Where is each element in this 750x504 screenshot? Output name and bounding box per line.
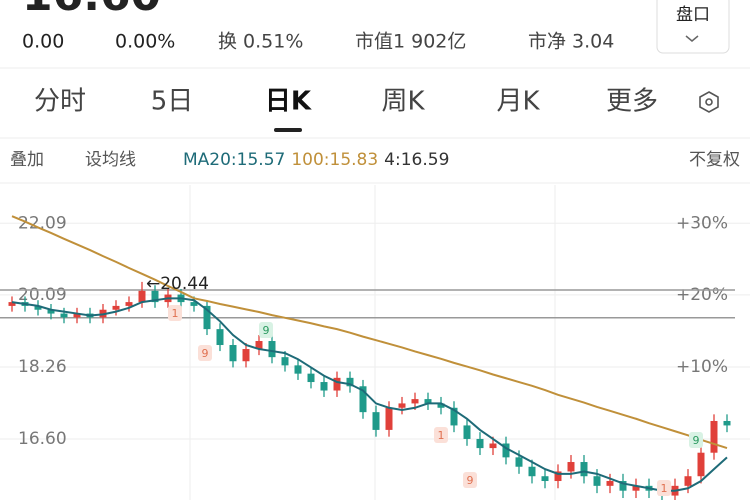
signal-badge-label: 9 <box>202 347 209 360</box>
candle-body <box>411 399 419 404</box>
turnover: 换 0.51% <box>218 31 303 53</box>
high-annotation: ←20.44 <box>146 274 209 294</box>
orderbook-label: 盘口 <box>676 5 710 25</box>
candle-body <box>372 412 380 430</box>
adjust-button[interactable]: 不复权 <box>689 150 740 170</box>
candle-body <box>580 462 588 477</box>
candle-body <box>424 399 432 404</box>
market-cap: 市值1 902亿 <box>355 31 466 53</box>
settings-icon[interactable] <box>699 91 719 113</box>
signal-badge <box>198 345 212 361</box>
candle-body <box>528 466 536 477</box>
candle-body <box>203 305 211 330</box>
candle-body <box>151 290 159 303</box>
y-tick-label: 16.60 <box>18 429 67 449</box>
candle-body <box>281 357 289 366</box>
set-ma-button[interactable]: 设均线 <box>85 150 136 170</box>
candle-body <box>489 443 497 449</box>
signal-badge <box>657 480 671 496</box>
y-tick-label: 22.09 <box>18 213 67 233</box>
candle-body <box>47 309 55 314</box>
candle-body <box>606 481 614 486</box>
candle-body <box>476 438 484 449</box>
candle-body <box>138 290 146 303</box>
kline-chart: 22.09 +30%20.09 +20%18.26 +10%16.60←20.4419… <box>0 185 750 500</box>
signal-badge <box>434 427 448 443</box>
settings-icon-dot <box>705 98 713 106</box>
tab[interactable]: 日K <box>265 87 312 117</box>
signal-badge-label: 1 <box>661 482 668 495</box>
candle-body <box>333 377 341 391</box>
candle-body <box>359 386 367 413</box>
ma-label: MA20:15.57 <box>183 150 285 170</box>
candle-body <box>619 481 627 491</box>
signal-badge-label: 9 <box>467 474 474 487</box>
tab[interactable]: 分时 <box>34 87 86 117</box>
chevron <box>685 35 699 42</box>
pct-label: +20% <box>676 285 728 305</box>
candle-body <box>385 407 393 430</box>
ma-values: MA20:15.57 100:15.83 4:16.59 <box>183 150 449 170</box>
candle-body <box>684 476 692 486</box>
tab-indicator <box>274 128 302 132</box>
candle-body <box>541 476 549 482</box>
signal-badge <box>168 305 182 321</box>
tab[interactable]: 周K <box>381 87 425 117</box>
tabs: 分时 5日 日K 周K 月K 更多 <box>34 87 658 132</box>
candle-body <box>593 476 601 486</box>
candle-body <box>60 313 68 318</box>
change: 0.00 <box>22 31 64 53</box>
pct-label: +30% <box>676 213 728 233</box>
change-pct: 0.00% <box>115 31 175 53</box>
signal-badge-label: 9 <box>693 434 700 447</box>
tab[interactable]: 5日 <box>151 87 194 117</box>
y-tick-label: 18.26 <box>18 357 67 377</box>
orderbook-button[interactable] <box>656 0 730 54</box>
ma-label: 4:16.59 <box>384 150 449 170</box>
signal-badge <box>259 322 273 338</box>
tab[interactable]: 更多 <box>606 87 658 117</box>
candle-body <box>307 373 315 383</box>
candle-body <box>463 425 471 439</box>
ma-line <box>11 215 728 450</box>
price: 16.60 <box>22 0 161 21</box>
signal-badge <box>689 432 703 448</box>
ma-label: 100:15.83 <box>291 150 378 170</box>
candle-body <box>632 485 640 491</box>
candle-body <box>125 302 133 306</box>
candle-body <box>450 407 458 426</box>
candle-body <box>112 305 120 310</box>
candle-body <box>268 341 276 358</box>
candle-body <box>73 313 81 318</box>
candle-body <box>190 302 198 306</box>
signal-badge-label: 1 <box>438 429 445 442</box>
candle-body <box>710 420 718 453</box>
candle-body <box>398 403 406 408</box>
signal-badge <box>463 472 477 488</box>
signal-badge-label: 9 <box>263 324 270 337</box>
candle-body <box>8 302 16 306</box>
candle-body <box>697 452 705 477</box>
candle-body <box>437 403 445 408</box>
candle-body <box>346 377 354 387</box>
candle-body <box>723 420 731 426</box>
tab[interactable]: 月K <box>496 87 540 117</box>
candle-body <box>320 382 328 391</box>
candle-body <box>502 443 510 458</box>
candle-body <box>554 471 562 482</box>
pct-label: +10% <box>676 357 728 377</box>
candle-body <box>34 305 42 310</box>
candle-body <box>515 457 523 467</box>
candle-body <box>216 329 224 346</box>
candle-body <box>567 462 575 472</box>
pb: 市净 3.04 <box>528 31 614 53</box>
candle-body <box>255 341 263 350</box>
candle-body <box>242 349 250 362</box>
overlay-button[interactable]: 叠加 <box>10 150 44 170</box>
signal-badge-label: 1 <box>172 307 179 320</box>
candle-body <box>229 345 237 362</box>
ma-line <box>11 297 728 492</box>
candle-body <box>294 365 302 374</box>
